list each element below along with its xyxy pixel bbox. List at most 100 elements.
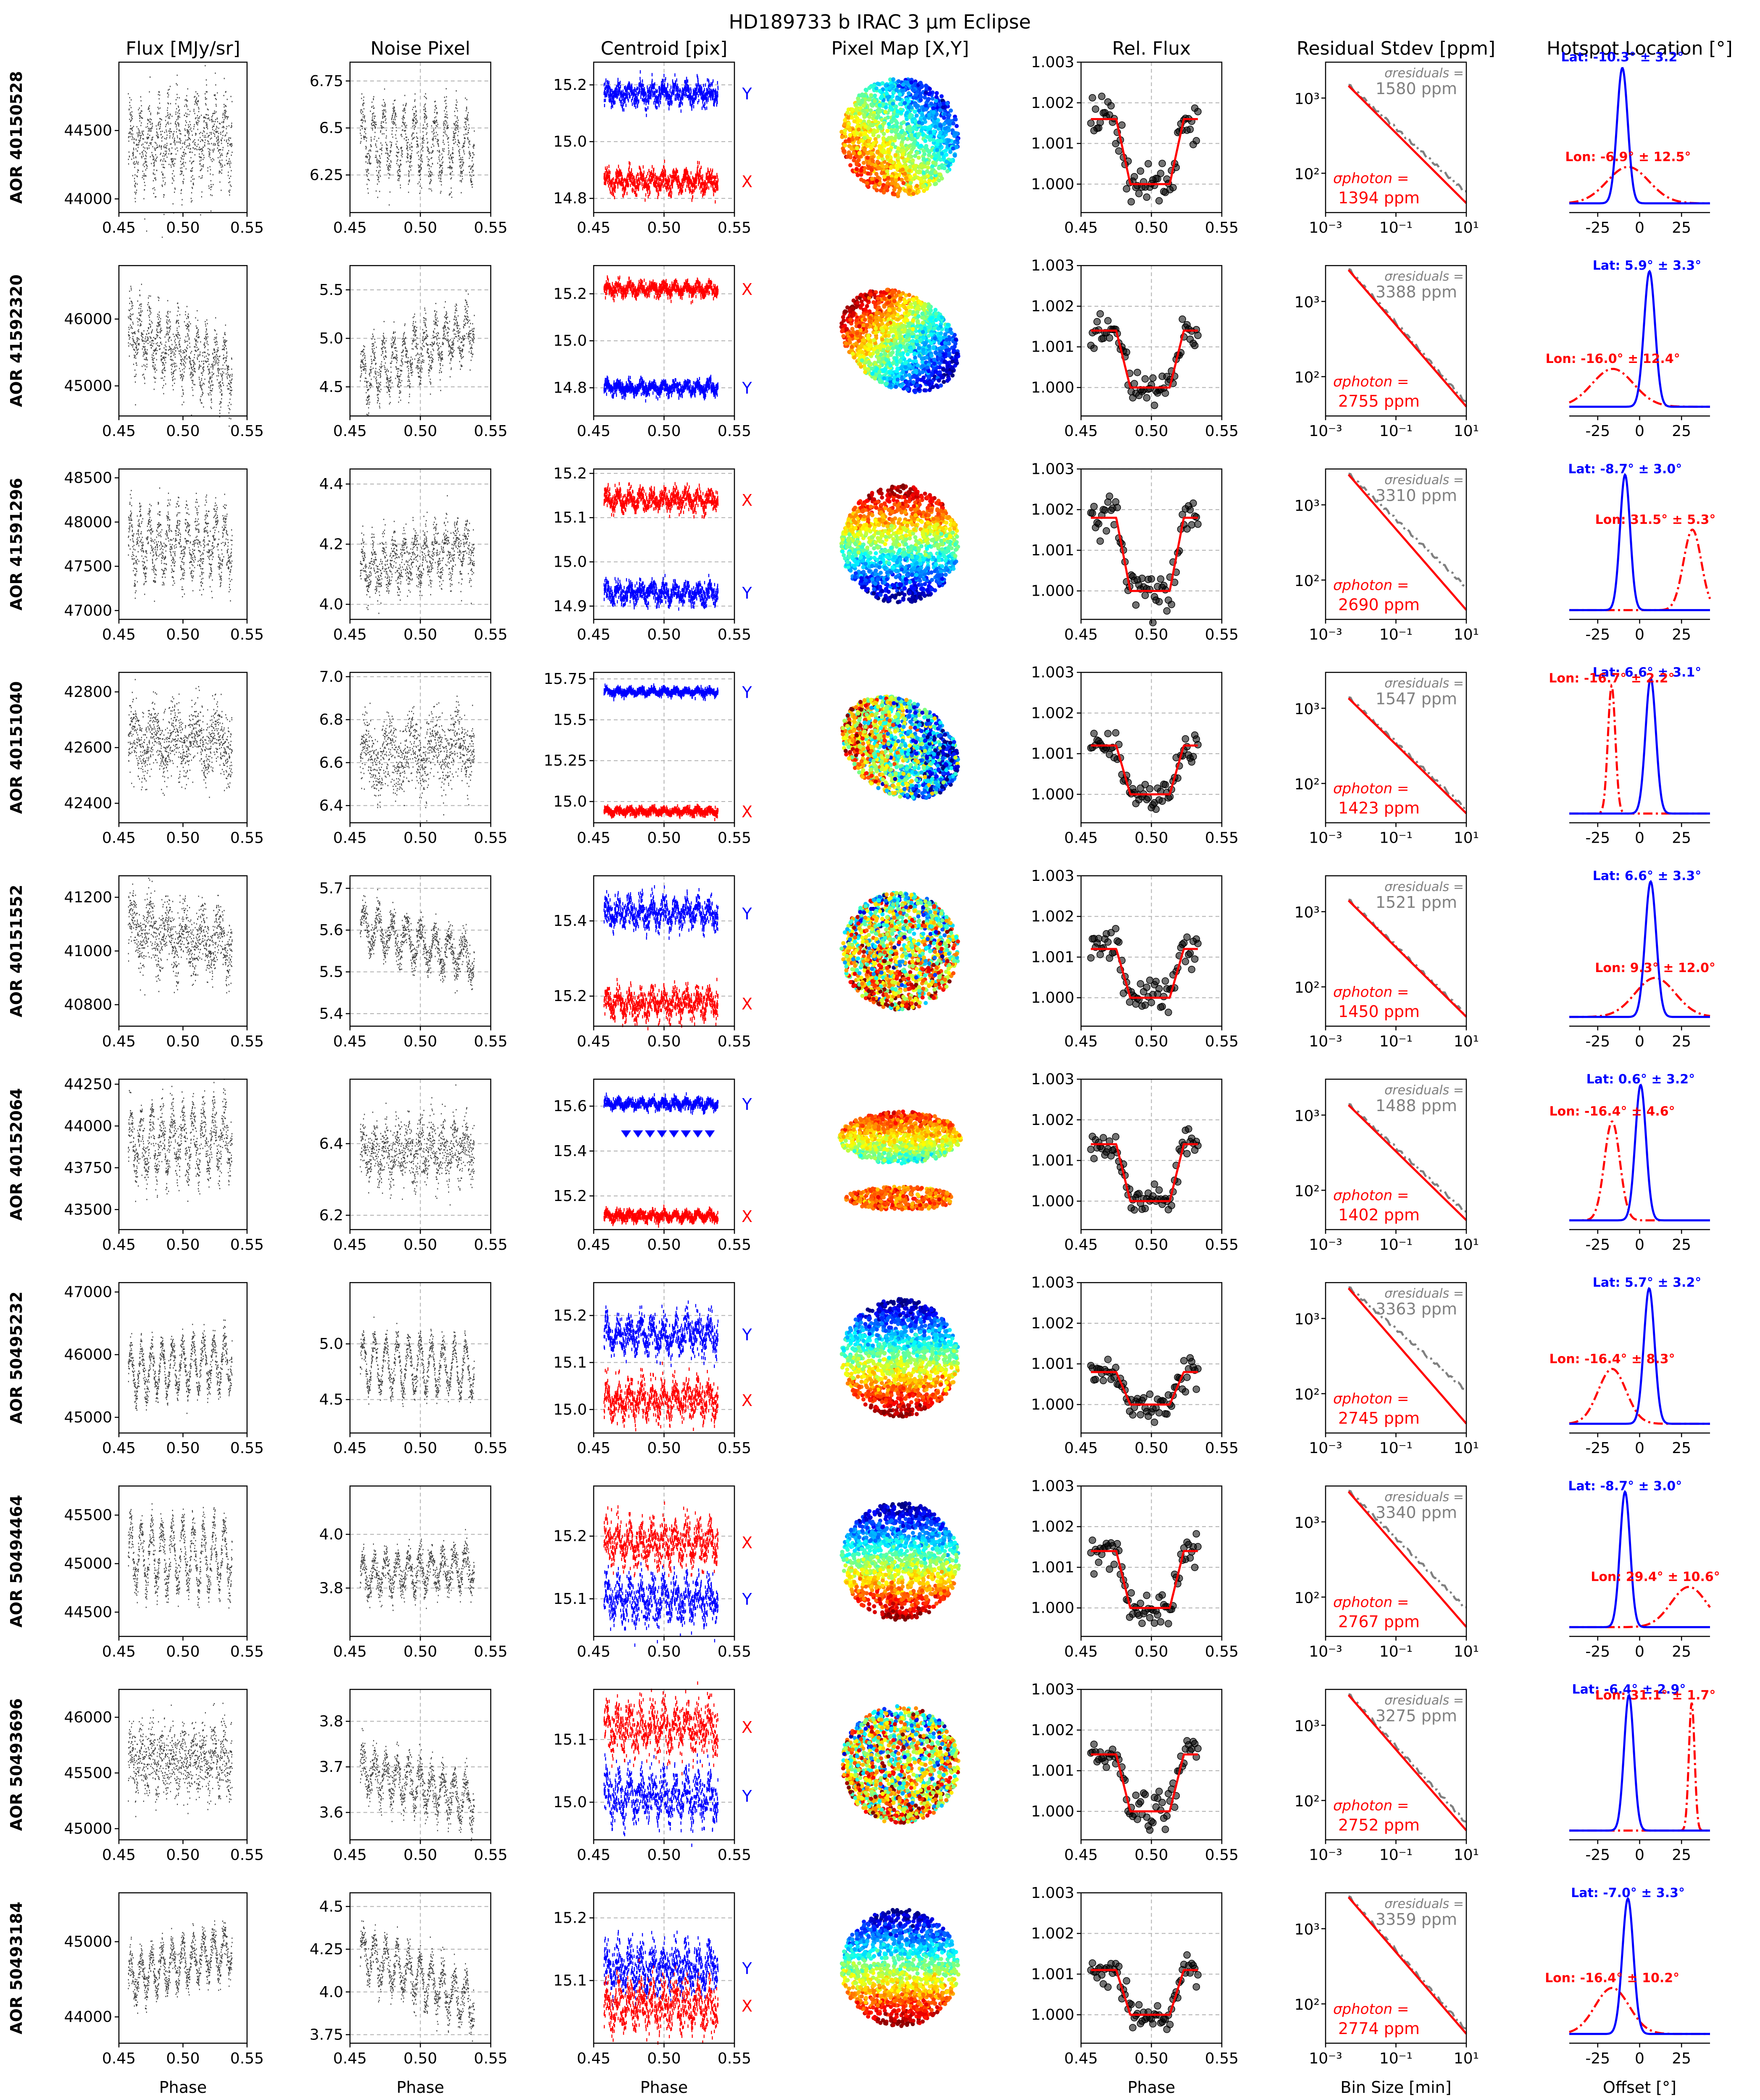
- pixel-map-point: [935, 543, 939, 547]
- pixel-map-point: [883, 334, 888, 338]
- pixel-map-point: [933, 336, 937, 341]
- centroid-y-label: Y: [742, 584, 752, 602]
- pixel-map-point: [904, 533, 908, 538]
- pixel-map-point: [879, 153, 884, 158]
- pixel-map-point: [941, 135, 945, 140]
- pixel-map-point: [904, 347, 908, 352]
- rel-flux-point: [1143, 394, 1151, 402]
- pixel-map-point: [902, 592, 907, 597]
- pixel-map-point: [894, 128, 899, 132]
- pixel-map-point: [912, 547, 917, 551]
- x-tick-label: 0.50: [166, 626, 200, 643]
- pixel-map-point: [914, 491, 919, 496]
- pixel-map-point: [847, 128, 852, 132]
- rel-flux-point: [1155, 598, 1163, 606]
- x-tick-label: 10⁻¹: [1379, 626, 1413, 643]
- pixel-map-point: [874, 595, 879, 599]
- pixel-map-point: [880, 171, 884, 176]
- pixel-map-point: [864, 526, 869, 531]
- pixel-map-point: [880, 157, 885, 161]
- pixel-map-point: [875, 578, 880, 582]
- pixel-map-point: [866, 119, 871, 124]
- pixel-map-point: [839, 544, 844, 549]
- pixel-map-point: [913, 513, 918, 518]
- pixel-map-point: [886, 597, 891, 602]
- pixel-map-point: [874, 505, 879, 510]
- pixel-map-point: [847, 340, 852, 344]
- pixel-map-point: [856, 550, 861, 555]
- pixel-map-point: [890, 94, 895, 99]
- pixel-map-point: [942, 112, 947, 116]
- pixel-map-point: [848, 163, 852, 168]
- pixel-map-point: [848, 568, 853, 573]
- pixel-map-point: [915, 319, 920, 324]
- pixel-map-point: [893, 182, 897, 186]
- pixel-map-point: [928, 138, 932, 142]
- centroid-y-label: Y: [742, 683, 752, 702]
- pixel-map-point: [858, 335, 863, 339]
- pixel-map-point: [849, 147, 854, 151]
- pixel-map-point: [906, 548, 911, 553]
- x-tick-label: 10⁻³: [1309, 423, 1342, 440]
- pixel-map-point: [904, 176, 908, 181]
- pixel-map-point: [904, 581, 908, 586]
- pixel-map-point: [913, 154, 918, 158]
- pixel-map-point: [932, 361, 937, 366]
- pixel-map-point: [891, 142, 895, 147]
- y-tick-label: 10³: [1294, 497, 1320, 515]
- pixel-map-point: [858, 514, 863, 518]
- x-tick-label: 0.50: [166, 830, 200, 847]
- rel-flux-point: [1186, 506, 1194, 514]
- x-tick-label: 0.50: [403, 219, 437, 237]
- pixel-map-point: [871, 123, 875, 127]
- pixel-map-point: [875, 129, 879, 133]
- pixel-map-point: [860, 92, 865, 97]
- pixel-map-point: [905, 137, 910, 141]
- pixel-map-point: [931, 517, 936, 521]
- pixel-map-point: [876, 523, 881, 527]
- x-tick-label: 25: [1672, 423, 1691, 440]
- pixel-map-point: [916, 314, 921, 318]
- pixel-map-point: [887, 589, 891, 594]
- pixel-map-point: [863, 370, 868, 374]
- pixel-map-point: [952, 349, 957, 353]
- pixel-map-point: [931, 179, 935, 183]
- pixel-map-point: [902, 171, 907, 176]
- pixel-map-point: [929, 101, 934, 106]
- pixel-map-point: [921, 171, 926, 175]
- pixel-map-point: [882, 296, 887, 301]
- pixel-map-point: [879, 503, 884, 507]
- pixel-map-point: [880, 495, 884, 500]
- pixel-map-point: [872, 292, 876, 297]
- pixel-map-point: [885, 169, 889, 173]
- column-title: Residual Stdev [ppm]: [1297, 38, 1495, 59]
- pixel-map-point: [867, 115, 872, 119]
- pixel-map-point: [934, 562, 938, 567]
- pixel-map-point: [890, 594, 894, 599]
- pixel-map-point: [922, 535, 926, 539]
- pixel-map-point: [859, 555, 863, 560]
- pixel-map-point: [938, 108, 942, 113]
- pixel-map-point: [922, 184, 927, 189]
- pixel-map-point: [841, 315, 845, 319]
- rel-flux-point: [1194, 331, 1202, 339]
- pixel-map-point: [945, 516, 950, 520]
- pixel-map-point: [857, 324, 862, 329]
- pixel-map-point: [885, 577, 889, 581]
- pixel-map-point: [947, 554, 951, 559]
- pixel-map-point: [896, 79, 901, 84]
- pixel-map-point: [908, 302, 913, 307]
- x-tick-label: 0: [1635, 626, 1644, 643]
- pixel-map-point: [872, 83, 876, 88]
- pixel-map-point: [913, 535, 918, 539]
- x-tick-label: 0.50: [1134, 626, 1168, 643]
- sigma-residuals-label: σresiduals =: [1384, 473, 1464, 487]
- pixel-map-point: [941, 375, 945, 380]
- pixel-map-point: [870, 366, 874, 371]
- pixel-map-point: [921, 321, 925, 325]
- pixel-map-point: [923, 164, 927, 169]
- rel-flux-point: [1134, 368, 1141, 376]
- flux-points: [128, 65, 233, 238]
- centroid-y-label: Y: [742, 379, 752, 397]
